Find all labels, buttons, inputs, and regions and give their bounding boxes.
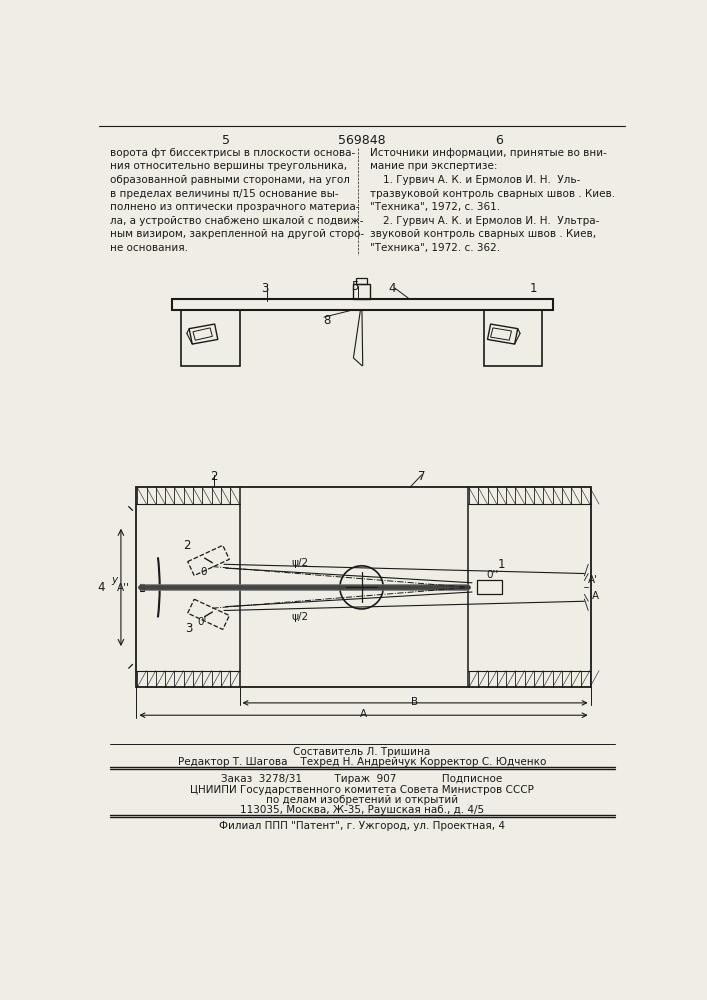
Text: ворота фт биссектрисы в плоскости основа-
ния относительно вершины треугольника,: ворота фт биссектрисы в плоскости основа…	[110, 148, 364, 253]
Text: 4: 4	[98, 581, 105, 594]
Bar	[477, 580, 502, 594]
Bar	[182, 310, 240, 366]
Text: 1: 1	[498, 558, 505, 571]
Text: 5: 5	[351, 280, 358, 293]
Text: 4: 4	[388, 282, 396, 295]
Text: 2: 2	[210, 470, 218, 483]
Text: 1: 1	[530, 282, 537, 295]
Text: B: B	[411, 697, 419, 707]
Text: ЦНИИПИ Государственного комитета Совета Министров СССР: ЦНИИПИ Государственного комитета Совета …	[190, 785, 534, 795]
Text: A': A'	[588, 575, 598, 585]
Text: 569848: 569848	[338, 134, 386, 147]
Text: 0': 0'	[197, 617, 206, 627]
Bar	[356, 278, 367, 284]
Text: Заказ  3278/31          Тираж  907              Подписное: Заказ 3278/31 Тираж 907 Подписное	[221, 774, 503, 784]
Text: 0'': 0''	[486, 570, 498, 580]
Text: ψ/2: ψ/2	[291, 558, 308, 568]
Polygon shape	[139, 584, 144, 591]
Text: Редактор Т. Шагова    Техред Н. Андрейчук Корректор С. Юдченко: Редактор Т. Шагова Техред Н. Андрейчук К…	[177, 757, 546, 767]
Bar	[484, 310, 542, 366]
Text: по делам изобретений и открытий: по делам изобретений и открытий	[266, 795, 458, 805]
Text: A: A	[360, 709, 367, 719]
Text: 3: 3	[185, 622, 193, 635]
Text: ψ/2: ψ/2	[291, 612, 308, 622]
Bar	[136, 487, 590, 687]
Text: 0: 0	[201, 567, 207, 577]
Text: 7: 7	[418, 470, 426, 483]
Text: A'': A''	[117, 583, 130, 593]
Text: 8: 8	[323, 314, 331, 327]
Text: A: A	[592, 591, 600, 601]
Text: Составитель Л. Тришина: Составитель Л. Тришина	[293, 747, 431, 757]
Text: 113035, Москва, Ж-35, Раушская наб., д. 4/5: 113035, Москва, Ж-35, Раушская наб., д. …	[240, 805, 484, 815]
Text: 5: 5	[221, 134, 230, 147]
Text: y: y	[112, 575, 118, 585]
Text: 3: 3	[262, 282, 269, 295]
Bar	[353, 284, 370, 299]
Text: 6: 6	[495, 134, 503, 147]
Text: 2: 2	[183, 539, 191, 552]
Text: Источники информации, принятые во вни-
мание при экспертизе:
    1. Гурвич А. К.: Источники информации, принятые во вни- м…	[370, 148, 615, 253]
Bar	[172, 299, 554, 310]
Text: Филиал ППП "Патент", г. Ужгород, ул. Проектная, 4: Филиал ППП "Патент", г. Ужгород, ул. Про…	[219, 821, 505, 831]
